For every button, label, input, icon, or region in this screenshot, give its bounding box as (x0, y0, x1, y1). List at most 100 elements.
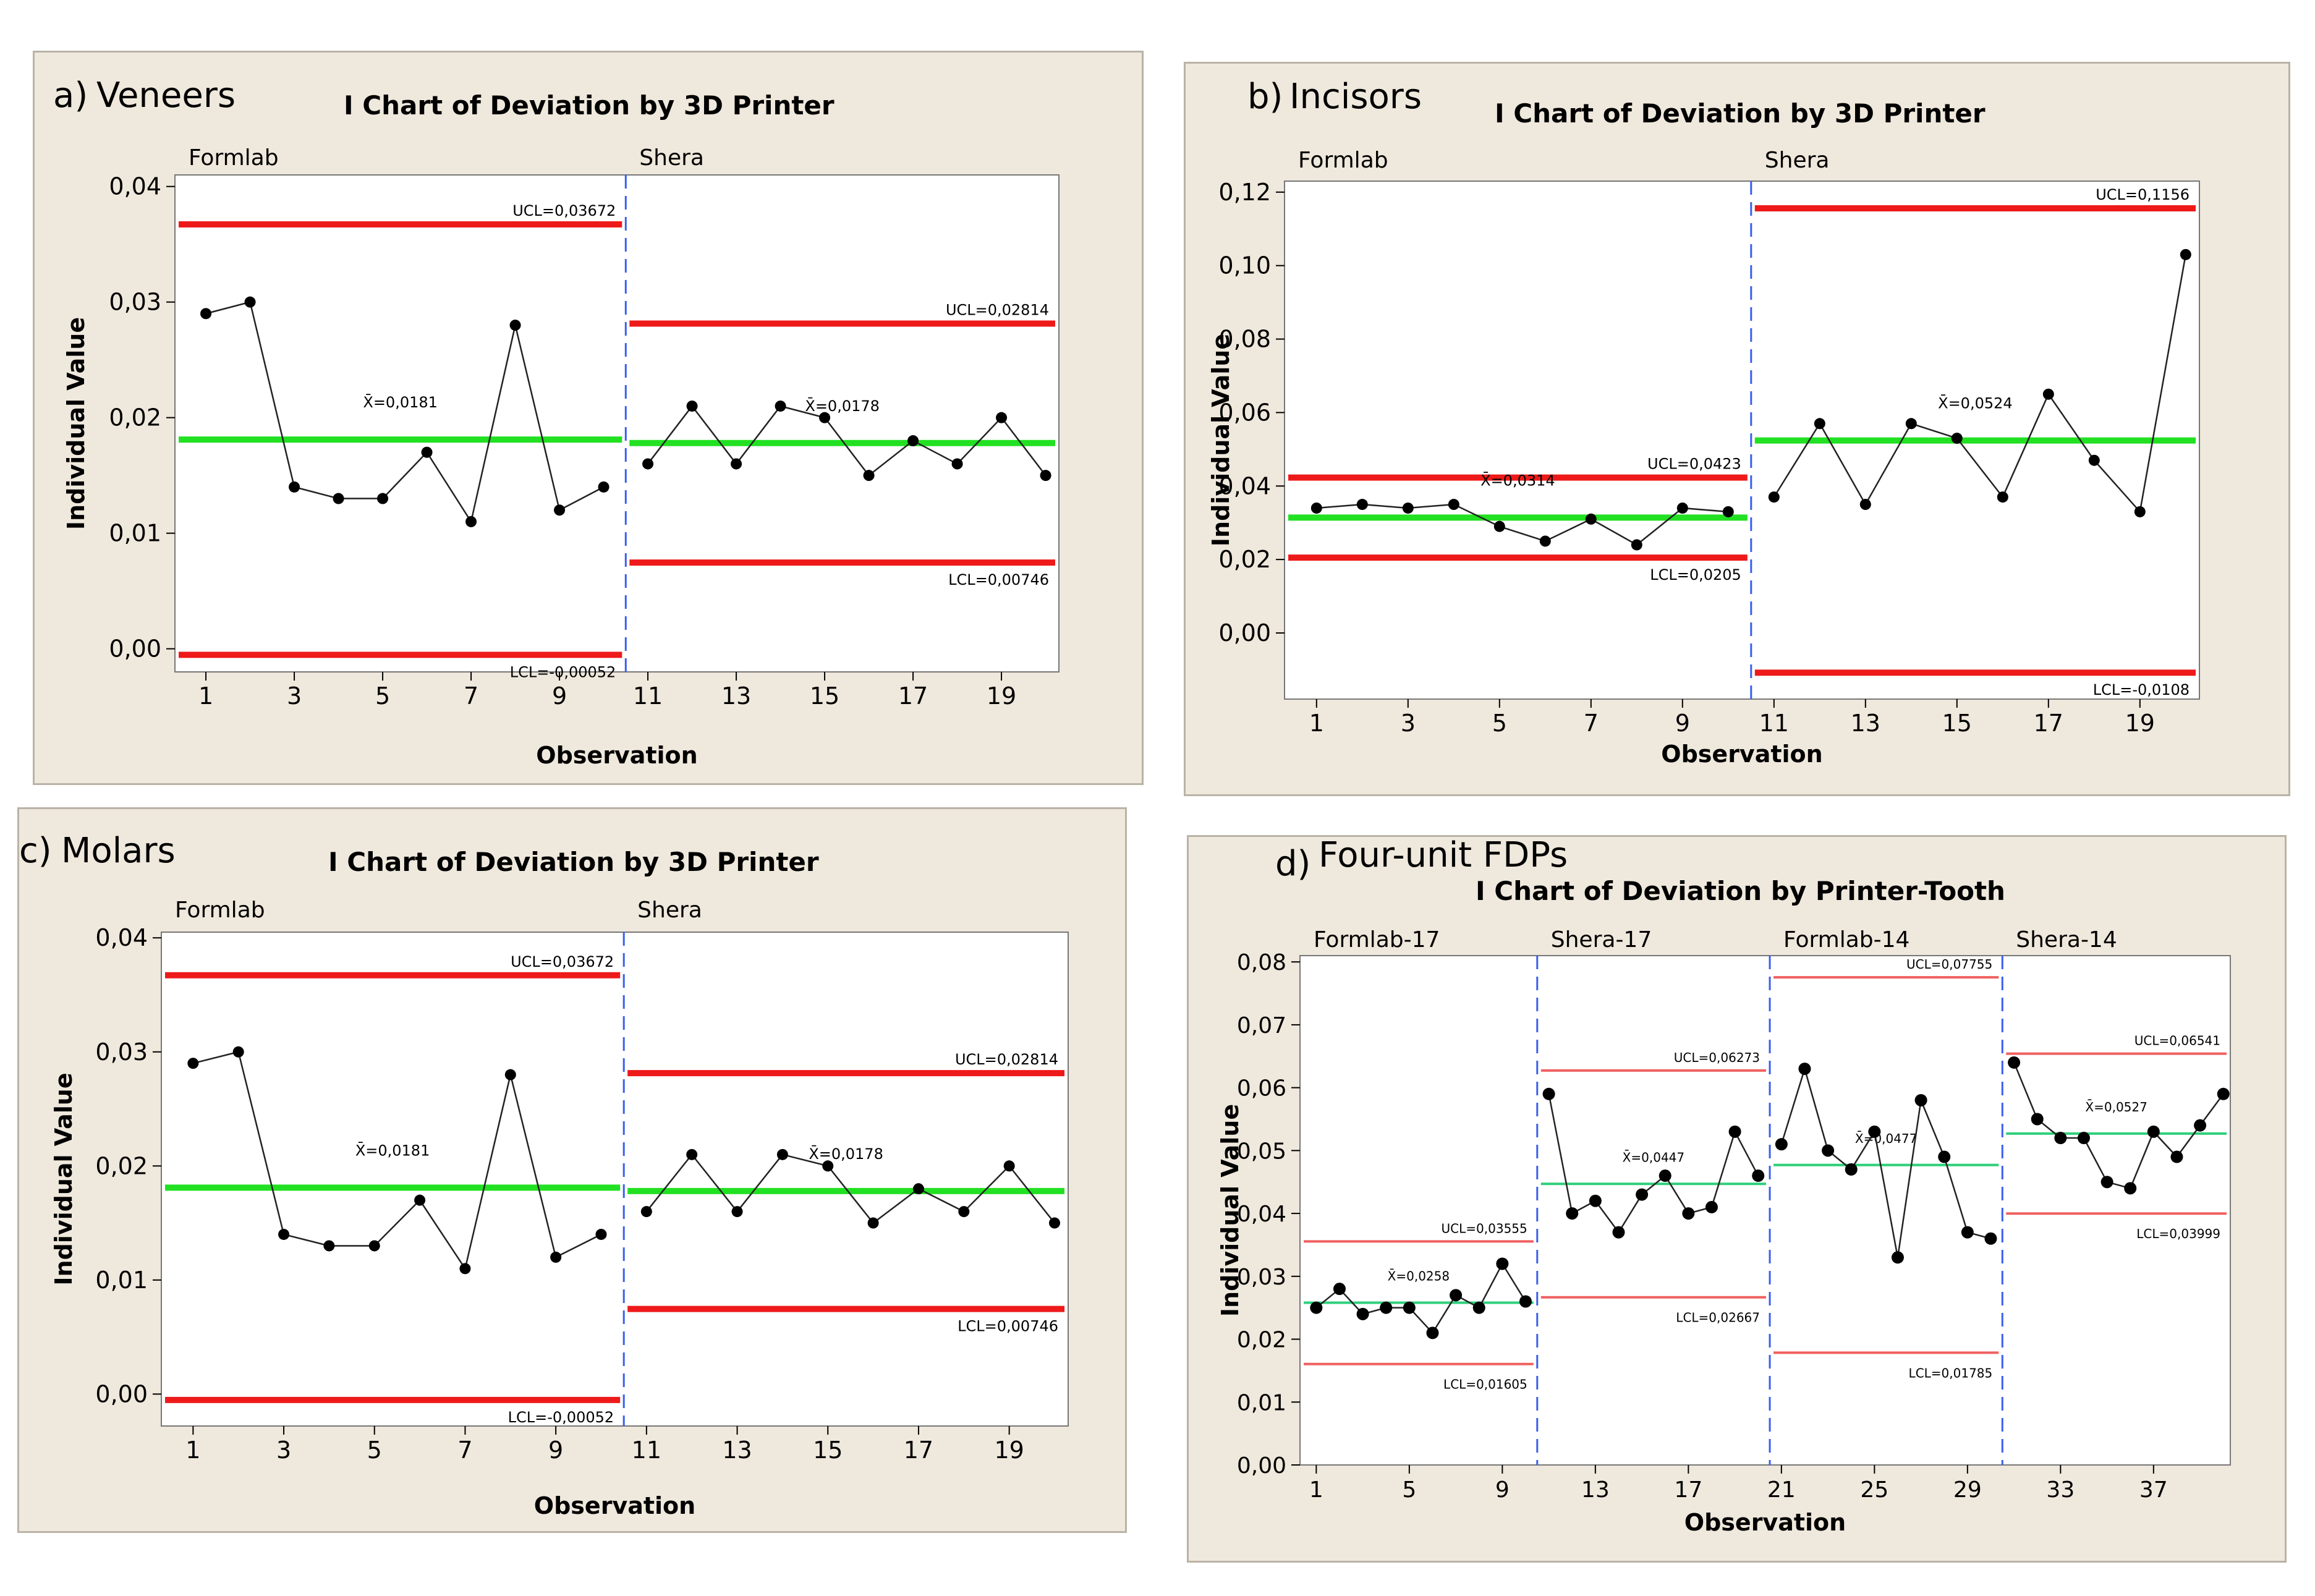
panel-label: a) (53, 75, 88, 116)
data-point (1426, 1326, 1439, 1339)
data-point (1984, 1232, 1997, 1245)
panel-four-unit-fdps: d) Four-unit FDPs I Chart of Deviation by … (1187, 835, 2287, 1563)
data-point (2124, 1182, 2137, 1195)
data-point (1519, 1295, 1532, 1308)
data-point (640, 1206, 652, 1218)
group-label-formlab-17: Formlab-17 (1314, 927, 1440, 953)
lcl-label: LCL=0,03999 (2136, 1226, 2220, 1241)
y-tick-label: 0,12 (1218, 179, 1271, 206)
x-tick-label: 19 (994, 1437, 1024, 1464)
lcl-label: LCL=0,00746 (948, 571, 1049, 588)
x-tick-label: 15 (1942, 710, 1972, 737)
data-point (2100, 1176, 2113, 1189)
series-line-shera-14 (2013, 1062, 2224, 1189)
x-tick-label: 5 (367, 1437, 382, 1464)
panel-label: c) (19, 831, 52, 871)
data-point (2054, 1132, 2067, 1145)
series-line-formlab-17 (1315, 1262, 1527, 1335)
data-point (598, 481, 610, 493)
data-point (1566, 1207, 1579, 1220)
center-label: X̄=0,0258 (1388, 1268, 1450, 1284)
x-tick-label: 3 (1401, 710, 1416, 737)
lcl-label: LCL=0,02667 (1676, 1310, 1760, 1325)
x-tick-label: 13 (1581, 1477, 1610, 1503)
x-tick-label: 5 (375, 682, 390, 710)
data-point (1728, 1125, 1741, 1138)
group-label-formlab-14: Formlab-14 (1783, 927, 1909, 953)
data-point (1403, 1301, 1416, 1314)
chart-title: I Chart of Deviation by 3D Printer (328, 847, 819, 877)
group-label-formlab: Formlab (189, 145, 279, 171)
data-point (1448, 499, 1459, 511)
x-tick-label: 21 (1767, 1477, 1796, 1503)
panel-name: Four-unit FDPs (1319, 837, 1568, 875)
ucl-label: UCL=0,03555 (1442, 1221, 1527, 1236)
data-point (1631, 539, 1642, 551)
y-axis-label: Individual Value (1217, 1104, 1244, 1317)
x-tick-label: 17 (1674, 1477, 1702, 1503)
panel-name: Incisors (1289, 77, 1422, 117)
data-point (2180, 248, 2191, 260)
panel-label: d) (1275, 844, 1310, 884)
lcl-label: LCL=0,01785 (1909, 1365, 1993, 1380)
x-tick-label: 11 (1759, 710, 1789, 737)
series-line-formlab (193, 1051, 602, 1271)
x-tick-label: 3 (276, 1437, 291, 1464)
y-tick-label: 0,05 (1237, 1139, 1286, 1164)
data-point (1775, 1138, 1788, 1151)
data-point (1612, 1226, 1625, 1239)
data-point (731, 1206, 743, 1218)
x-tick-label: 25 (1860, 1477, 1888, 1503)
data-point (289, 481, 300, 493)
data-point (1705, 1200, 1718, 1213)
group-label-shera: Shera (1765, 148, 1830, 173)
data-point (368, 1240, 380, 1252)
data-point (1814, 418, 1825, 430)
y-tick-label: 0,08 (1218, 326, 1271, 353)
x-tick-label: 9 (1495, 1477, 1510, 1503)
data-point (1659, 1169, 1671, 1182)
panel-name: Molars (61, 831, 176, 871)
data-point (2217, 1087, 2230, 1100)
group-label-formlab: Formlab (1298, 148, 1388, 173)
x-tick-label: 19 (2125, 710, 2155, 737)
data-point (1310, 502, 1322, 514)
center-label: X̄=0,0527 (2085, 1099, 2147, 1114)
y-tick-label: 0,04 (109, 173, 161, 200)
i-chart-veneers: a) Veneers I Chart of Deviation by 3D Prin… (53, 75, 1060, 769)
y-tick-label: 0,03 (1237, 1265, 1286, 1290)
data-point (775, 400, 786, 412)
plot-area (161, 932, 1069, 1427)
group-label-shera-17: Shera-17 (1551, 927, 1652, 953)
chart-title: I Chart of Deviation by 3D Printer (344, 90, 835, 121)
data-point (1997, 491, 2008, 503)
data-point (377, 493, 389, 504)
x-tick-label: 17 (904, 1437, 933, 1464)
x-axis-label: Observation (1661, 741, 1822, 768)
data-point (686, 1148, 698, 1160)
y-tick-label: 0,00 (95, 1380, 148, 1407)
center-label: X̄=0,0178 (805, 396, 880, 414)
x-tick-label: 7 (1584, 710, 1599, 737)
data-point (550, 1251, 562, 1263)
data-point (1905, 418, 1917, 430)
x-tick-label: 11 (633, 682, 663, 710)
y-tick-label: 0,04 (1237, 1202, 1286, 1227)
lcl-label: LCL=0,01605 (1443, 1377, 1527, 1392)
center-label: X̄=0,0178 (809, 1145, 883, 1163)
x-tick-label: 1 (198, 682, 213, 710)
data-point (333, 493, 344, 504)
data-point (1845, 1163, 1858, 1176)
data-point (1914, 1093, 1927, 1106)
data-point (2170, 1150, 2183, 1163)
series-line-formlab (205, 301, 605, 524)
data-point (951, 458, 963, 470)
lcl-label: LCL=-0,00052 (508, 1409, 614, 1426)
data-point (1951, 433, 1963, 444)
x-tick-label: 11 (632, 1437, 661, 1464)
group-label-formlab: Formlab (175, 898, 265, 923)
x-tick-label: 13 (721, 682, 751, 710)
data-point (504, 1069, 516, 1080)
x-tick-label: 19 (987, 682, 1016, 710)
data-point (2008, 1056, 2021, 1069)
